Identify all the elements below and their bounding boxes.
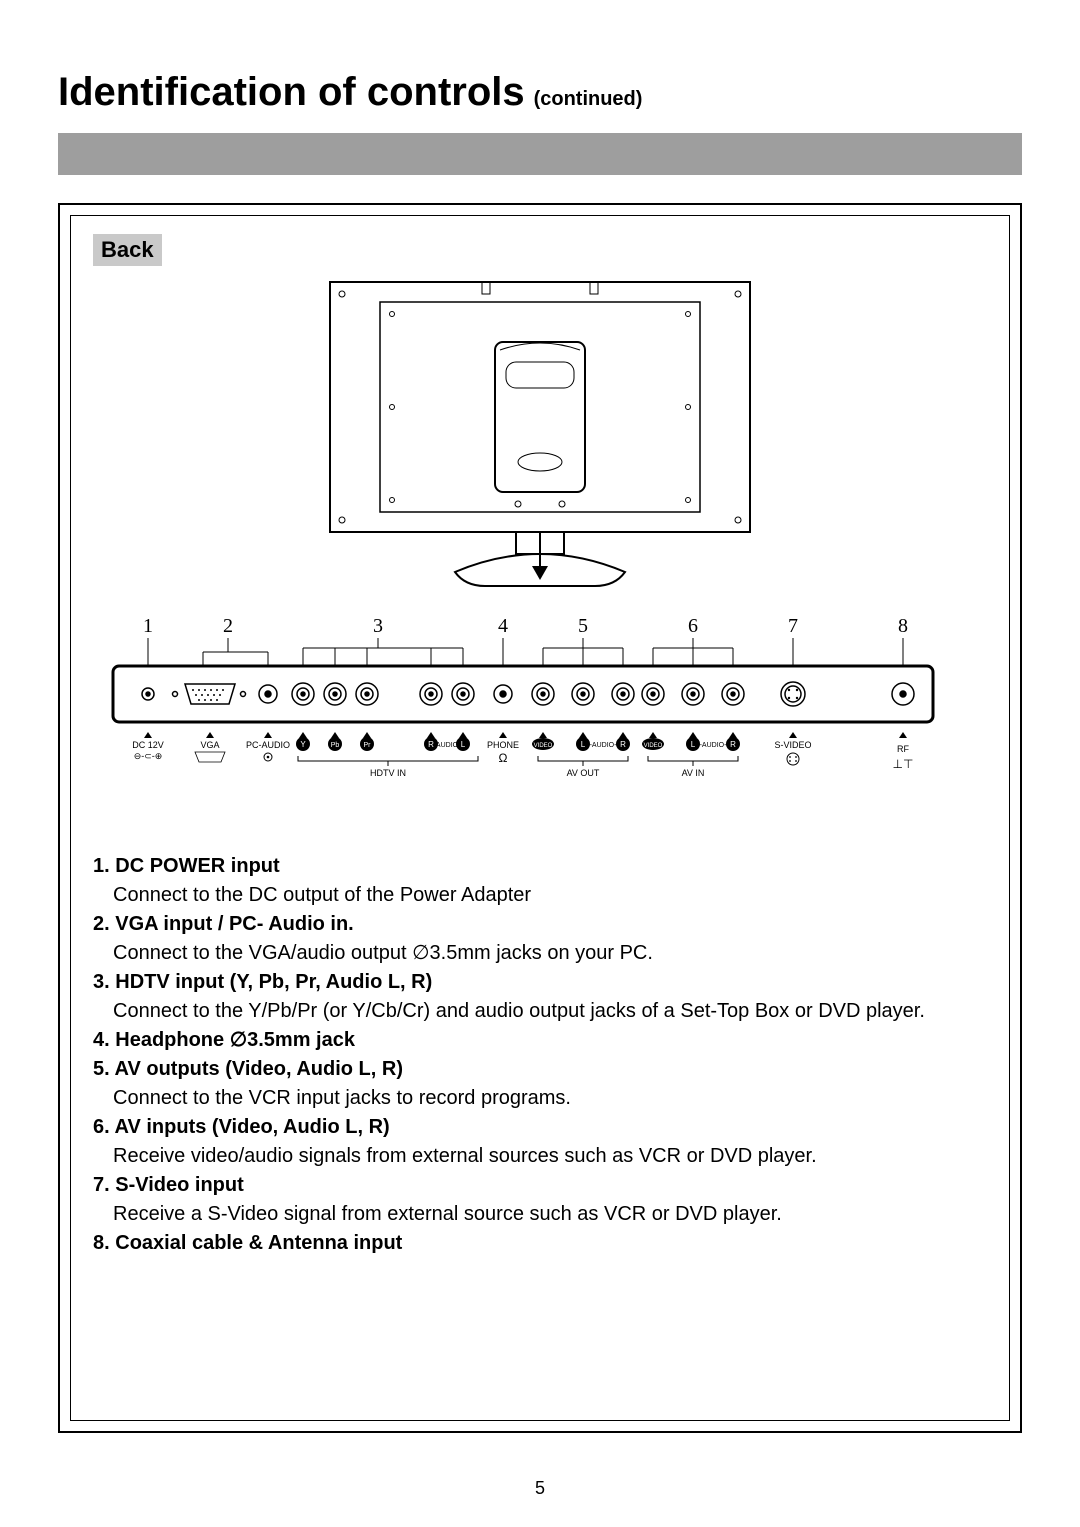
svg-text:VGA: VGA (200, 740, 219, 750)
svg-text:PHONE: PHONE (487, 740, 519, 750)
svg-text:RF: RF (897, 744, 909, 754)
svg-text:Pb: Pb (331, 742, 340, 749)
tv-back-diagram (93, 272, 987, 602)
list-item: 4. Headphone ∅3.5mm jack (93, 1026, 987, 1055)
svg-text:VIDEO: VIDEO (644, 743, 663, 749)
svg-text:AV OUT: AV OUT (567, 768, 600, 778)
svg-text:R: R (730, 740, 736, 749)
svg-text:DC 12V: DC 12V (132, 740, 164, 750)
callout-5: 5 (578, 615, 588, 637)
list-item: 5. AV outputs (Video, Audio L, R) Connec… (93, 1055, 987, 1113)
svg-text:PC-AUDIO: PC-AUDIO (246, 740, 290, 750)
callout-7: 7 (788, 615, 798, 637)
svg-text:AV IN: AV IN (682, 768, 705, 778)
svg-text:Y: Y (300, 740, 306, 749)
list-item: 1. DC POWER input Connect to the DC outp… (93, 852, 987, 910)
list-item: 6. AV inputs (Video, Audio L, R) Receive… (93, 1113, 987, 1171)
description-list: 1. DC POWER input Connect to the DC outp… (93, 852, 987, 1258)
svg-text:L: L (691, 740, 696, 749)
title-main-text: Identification of controls (58, 70, 525, 114)
callout-2: 2 (223, 615, 233, 637)
title-sub-text: (continued) (534, 88, 643, 110)
svg-text:L: L (461, 740, 466, 749)
callout-6: 6 (688, 615, 698, 637)
header-gray-bar (58, 133, 1022, 175)
svg-text:L: L (581, 740, 586, 749)
back-label: Back (93, 234, 162, 266)
svg-text:-AUDIO-: -AUDIO- (590, 742, 618, 749)
list-item: 7. S-Video input Receive a S-Video signa… (93, 1171, 987, 1229)
svg-text:Ω: Ω (499, 751, 508, 765)
svg-text:-AUDIO-: -AUDIO- (700, 742, 728, 749)
svg-text:VIDEO: VIDEO (534, 743, 553, 749)
connector-panel: 1 2 3 4 5 6 7 8 (93, 614, 987, 804)
list-item: 2. VGA input / PC- Audio in. Connect to … (93, 910, 987, 968)
svg-text:R: R (620, 740, 626, 749)
callout-4: 4 (498, 615, 508, 637)
page-number: 5 (0, 1478, 1080, 1499)
inner-frame: Back (70, 215, 1010, 1421)
svg-text:HDTV IN: HDTV IN (370, 768, 406, 778)
svg-text:S-VIDEO: S-VIDEO (774, 740, 811, 750)
list-item: 8. Coaxial cable & Antenna input (93, 1229, 987, 1258)
page-title: Identification of controls (continued) (58, 70, 1022, 115)
svg-text:⊖-⊂-⊕: ⊖-⊂-⊕ (134, 751, 163, 761)
callout-3: 3 (373, 615, 383, 637)
callout-8: 8 (898, 615, 908, 637)
list-item: 3. HDTV input (Y, Pb, Pr, Audio L, R) Co… (93, 968, 987, 1026)
svg-text:Pr: Pr (364, 742, 372, 749)
outer-frame: Back (58, 203, 1022, 1433)
svg-text:⊥⊤: ⊥⊤ (893, 757, 914, 771)
callout-1: 1 (143, 615, 153, 637)
